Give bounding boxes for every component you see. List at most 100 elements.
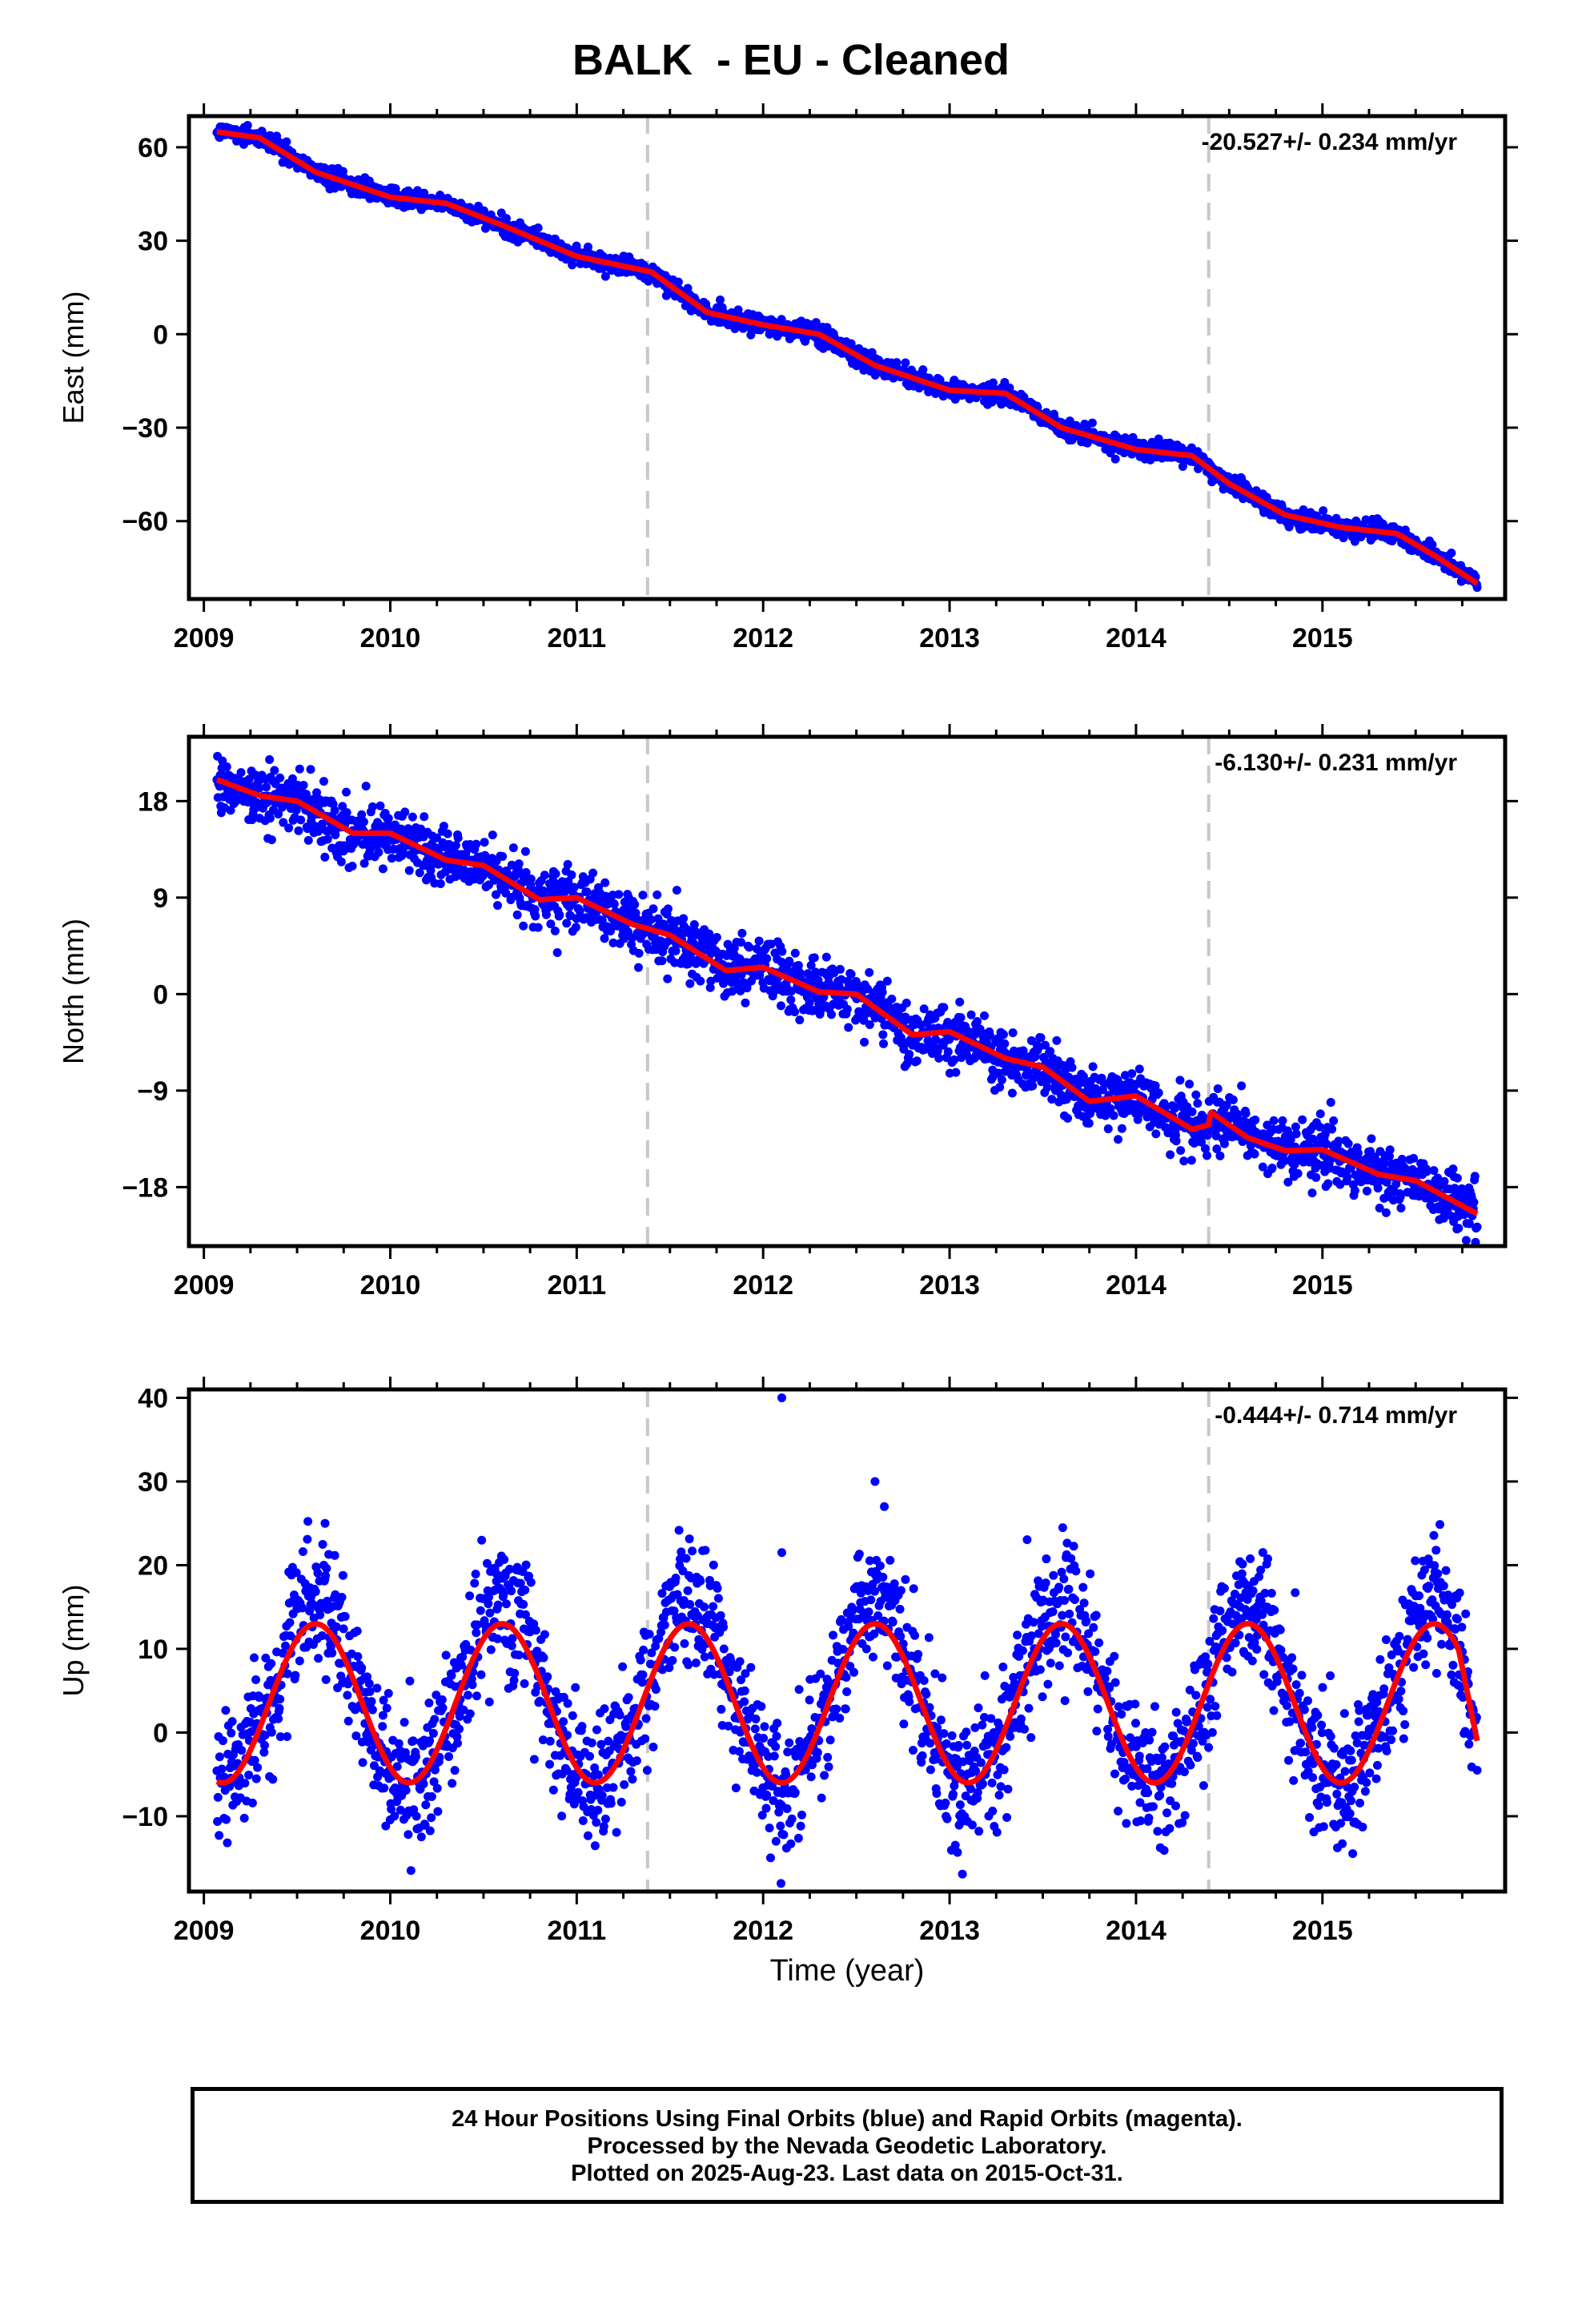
data-point: [239, 1813, 249, 1823]
data-point: [267, 1727, 276, 1737]
data-point: [283, 1731, 292, 1741]
data-point: [268, 1775, 278, 1784]
data-point: [353, 1652, 363, 1662]
data-point: [1005, 383, 1014, 392]
data-point: [367, 1697, 376, 1707]
data-point: [285, 1618, 295, 1627]
data-point: [683, 283, 693, 293]
data-point: [501, 214, 511, 223]
data-point: [357, 1663, 367, 1673]
data-point: [404, 1830, 413, 1839]
data-point: [343, 1691, 352, 1700]
data-point: [464, 1691, 473, 1700]
data-point: [521, 1560, 531, 1570]
data-point: [472, 1691, 481, 1701]
chart-title: BALK - EU - Cleaned: [572, 36, 1010, 84]
data-point: [540, 1630, 549, 1639]
data-point: [531, 1626, 540, 1635]
data-point: [507, 1586, 516, 1596]
up-panel: 2009 2010 2011 2012 2013 2014 2015403020100−10…: [57, 1377, 1518, 1946]
data-point: [514, 1651, 524, 1660]
data-point: [282, 137, 291, 147]
east-panel: 2009 2010 2011 2012 2013 2014 201560300−30−60E…: [57, 103, 1518, 653]
data-point: [918, 365, 928, 375]
data-point: [253, 1763, 263, 1772]
data-point: [733, 305, 743, 315]
data-point: [405, 1676, 415, 1686]
data-point: [715, 296, 725, 305]
data-point: [411, 1751, 420, 1761]
data-point: [1065, 416, 1074, 426]
data-point: [468, 1680, 477, 1690]
data-point: [444, 1751, 454, 1761]
data-point: [573, 1787, 583, 1797]
data-point: [275, 1695, 285, 1704]
data-point: [378, 1722, 387, 1731]
data-point: [545, 1736, 555, 1746]
data-point: [295, 1656, 304, 1666]
data-point: [470, 1578, 480, 1588]
data-point: [427, 1813, 436, 1823]
data-point: [340, 1611, 350, 1621]
data-point: [548, 1785, 558, 1795]
data-point: [471, 1570, 480, 1579]
data-point: [568, 1711, 577, 1720]
data-point: [437, 1695, 447, 1705]
data-point: [427, 1791, 436, 1801]
data-point: [433, 1807, 443, 1816]
data-point: [583, 242, 592, 251]
data-point: [486, 1645, 496, 1655]
data-point: [432, 1783, 442, 1793]
data-point: [533, 223, 543, 232]
data-point: [313, 1568, 323, 1578]
data-point: [237, 1746, 247, 1755]
data-point: [227, 1717, 237, 1727]
data-point: [412, 1811, 421, 1821]
data-point: [465, 1591, 475, 1601]
data-point: [477, 1535, 487, 1545]
data-point: [222, 1815, 231, 1824]
data-point: [476, 1606, 485, 1615]
data-point: [438, 1703, 448, 1713]
data-point: [223, 1838, 232, 1848]
data-point: [408, 1736, 418, 1746]
data-point: [493, 1600, 503, 1610]
data-point: [318, 1539, 327, 1549]
data-point: [901, 358, 910, 368]
data-point: [352, 1626, 362, 1636]
data-point: [358, 1758, 367, 1767]
data-point: [559, 1717, 568, 1727]
data-point: [545, 1759, 555, 1769]
data-point: [322, 1563, 331, 1573]
data-point: [337, 1592, 347, 1602]
data-point: [526, 1578, 536, 1587]
data-point: [321, 1675, 331, 1684]
data-point: [563, 1699, 572, 1708]
data-point: [520, 1585, 530, 1594]
data-point: [501, 1599, 511, 1609]
data-point: [450, 1766, 460, 1775]
data-point: [275, 1703, 284, 1713]
data-point: [472, 1628, 481, 1638]
data-point: [539, 1653, 548, 1663]
data-point: [424, 1698, 434, 1707]
data-point: [267, 1659, 276, 1668]
data-point: [383, 1689, 393, 1699]
data-point: [520, 1679, 529, 1688]
data-point: [425, 1736, 435, 1746]
data-point: [240, 1779, 250, 1788]
data-point: [419, 1779, 428, 1789]
data-point: [227, 1728, 236, 1738]
data-point: [430, 1715, 440, 1724]
data-point: [568, 260, 577, 270]
data-point: [303, 1534, 312, 1544]
data-point: [339, 1624, 348, 1634]
data-point: [243, 121, 252, 131]
data-point: [777, 315, 786, 324]
data-point: [311, 1586, 320, 1596]
data-point: [221, 1706, 231, 1715]
data-point: [441, 1651, 451, 1660]
data-point: [379, 1783, 389, 1793]
data-point: [571, 1683, 580, 1692]
data-point: [499, 1590, 508, 1599]
